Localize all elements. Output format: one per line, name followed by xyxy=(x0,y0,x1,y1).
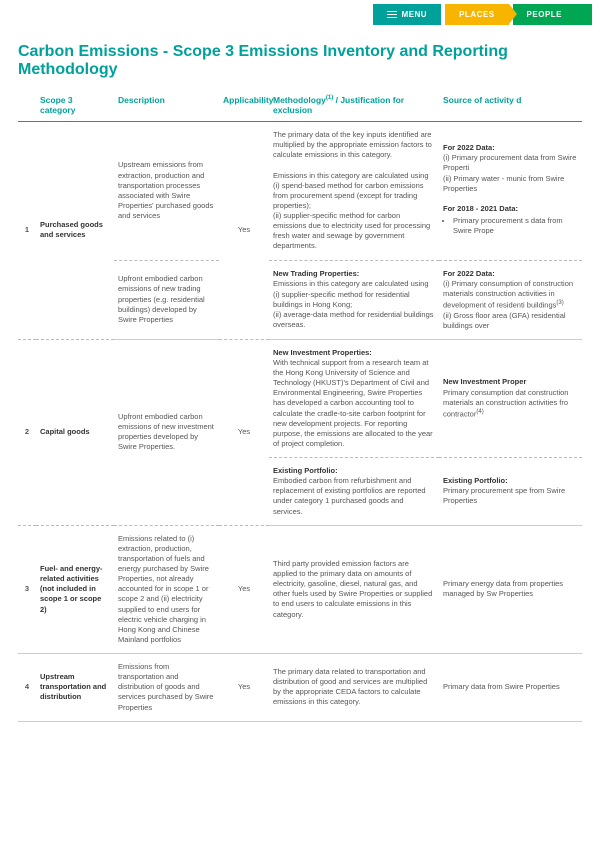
row-description: Emissions from transportation and distri… xyxy=(114,654,219,722)
header-methodology: Methodology(1) / Justification for exclu… xyxy=(269,89,439,122)
table-row: 2Capital goodsUpfront embodied carbon em… xyxy=(18,339,582,457)
row-description: Upstream emissions from extraction, prod… xyxy=(114,122,219,261)
emissions-table: Scope 3 category Description Applicabili… xyxy=(18,89,582,722)
row-category: Fuel- and energy-related activities (not… xyxy=(36,525,114,653)
row-num: 1 xyxy=(18,122,36,340)
row-source: Existing Portfolio:Primary procurement s… xyxy=(439,458,582,526)
row-source: New Investment ProperPrimary consumption… xyxy=(439,339,582,457)
row-methodology: The primary data of the key inputs ident… xyxy=(269,122,439,261)
row-methodology: Existing Portfolio:Embodied carbon from … xyxy=(269,458,439,526)
header-applicability: Applicability xyxy=(219,89,269,122)
people-tab[interactable]: PEOPLE xyxy=(513,4,592,25)
row-source: For 2022 Data:(i) Primary consumption of… xyxy=(439,260,582,339)
row-category: Capital goods xyxy=(36,339,114,525)
table-container: Scope 3 category Description Applicabili… xyxy=(0,89,600,740)
header-description: Description xyxy=(114,89,219,122)
table-row: 4Upstream transportation and distributio… xyxy=(18,654,582,722)
hamburger-icon xyxy=(387,9,397,20)
table-row: 1Purchased goods and servicesUpstream em… xyxy=(18,122,582,261)
row-source: Primary energy data from properties mana… xyxy=(439,525,582,653)
header-source: Source of activity d xyxy=(439,89,582,122)
header-category: Scope 3 category xyxy=(36,89,114,122)
top-nav: MENU PLACES PEOPLE xyxy=(0,0,600,29)
row-description: Upfront embodied carbon emissions of new… xyxy=(114,260,219,339)
table-header-row: Scope 3 category Description Applicabili… xyxy=(18,89,582,122)
places-label: PLACES xyxy=(459,10,494,19)
row-source: Primary data from Swire Properties xyxy=(439,654,582,722)
row-num: 4 xyxy=(18,654,36,722)
menu-button[interactable]: MENU xyxy=(373,4,442,25)
row-source: For 2022 Data:(i) Primary procurement da… xyxy=(439,122,582,261)
table-row: 3Fuel- and energy-related activities (no… xyxy=(18,525,582,653)
places-tab[interactable]: PLACES xyxy=(445,4,508,25)
people-label: PEOPLE xyxy=(527,10,562,19)
row-methodology: New Investment Properties:With technical… xyxy=(269,339,439,457)
row-applicability: Yes xyxy=(219,122,269,340)
row-methodology: The primary data related to transportati… xyxy=(269,654,439,722)
row-description: Upfront embodied carbon emissions of new… xyxy=(114,339,219,525)
row-category: Purchased goods and services xyxy=(36,122,114,340)
row-num: 2 xyxy=(18,339,36,525)
row-applicability: Yes xyxy=(219,654,269,722)
row-category: Upstream transportation and distribution xyxy=(36,654,114,722)
row-applicability: Yes xyxy=(219,525,269,653)
row-num: 3 xyxy=(18,525,36,653)
page-title: Carbon Emissions - Scope 3 Emissions Inv… xyxy=(0,29,600,89)
row-methodology: Third party provided emission factors ar… xyxy=(269,525,439,653)
row-applicability: Yes xyxy=(219,339,269,525)
row-description: Emissions related to (i) extraction, pro… xyxy=(114,525,219,653)
header-num xyxy=(18,89,36,122)
row-methodology: New Trading Properties:Emissions in this… xyxy=(269,260,439,339)
menu-label: MENU xyxy=(402,10,428,19)
